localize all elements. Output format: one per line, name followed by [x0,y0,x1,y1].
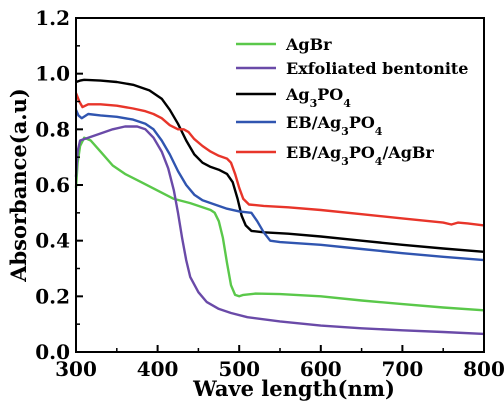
y-tick-label: 0.2 [35,284,70,308]
x-tick-label: 700 [382,357,424,381]
y-tick-label: 0.0 [35,340,70,364]
axis-ticks [75,17,485,353]
legend-label: Exfoliated bentonite [286,59,468,78]
series-line [74,92,485,227]
legend-label: AgBr [285,35,332,54]
y-tick-label: 0.6 [35,173,70,197]
x-axis-title: Wave length(nm) [192,376,395,401]
y-tick-label: 0.4 [35,229,70,253]
x-tick-label: 600 [300,357,342,381]
legend: AgBr Exfoliated bentonite Ag3PO4 EB/Ag3PO4 E… [236,35,468,168]
y-tick-label: 1.2 [35,6,70,30]
x-tick-label: 300 [55,357,97,381]
series-line [74,109,485,262]
tick-labels: 300 400 500 600 700 800 0.0 0.2 0.4 0.6 0.8 1.0 1.2 [35,6,504,381]
legend-label: EB/Ag3PO4/AgBr [286,143,434,168]
series-lines [74,78,485,336]
x-tick-label: 800 [463,357,504,381]
x-tick-label: 500 [218,357,260,381]
y-axis-title: Absorbance(a.u) [6,88,31,283]
legend-label: Ag3PO4 [285,85,351,110]
legend-label: EB/Ag3PO4 [286,113,383,138]
y-tick-label: 0.8 [35,117,70,141]
series-line [74,136,485,312]
series-line [74,125,485,336]
x-tick-label: 400 [137,357,179,381]
series-line [75,78,485,253]
y-tick-label: 1.0 [35,62,70,86]
